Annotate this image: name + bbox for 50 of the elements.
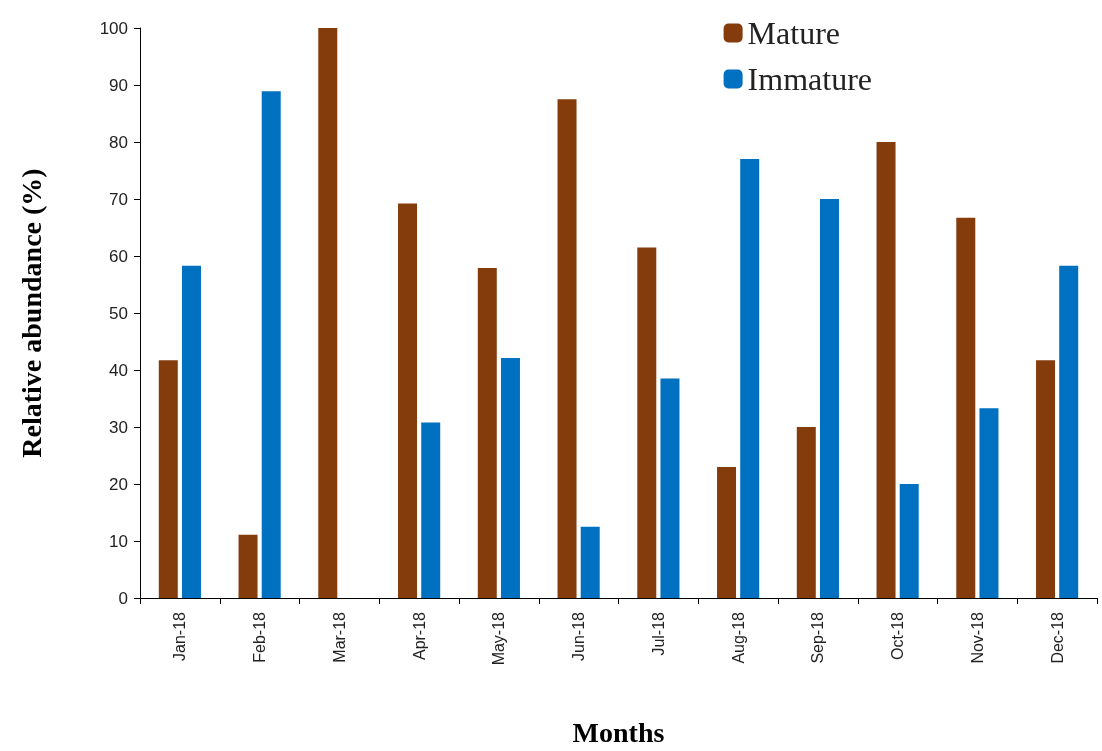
x-tick-label: Aug-18 xyxy=(729,611,747,664)
bar xyxy=(261,91,281,598)
bar xyxy=(318,28,338,598)
y-tick-label: 20 xyxy=(109,474,128,494)
bar xyxy=(1036,360,1056,598)
bar xyxy=(398,203,418,598)
bar xyxy=(1059,265,1079,598)
x-tick-label: Dec-18 xyxy=(1048,611,1066,664)
y-axis-title: Relative abundance (%) xyxy=(15,168,47,458)
bar xyxy=(580,526,600,598)
x-axis-title: Months xyxy=(572,716,665,748)
bar xyxy=(876,142,896,598)
x-tick-label: Jul-18 xyxy=(649,611,667,656)
bar xyxy=(660,378,680,598)
bar xyxy=(819,199,839,598)
x-tick-label: Mar-18 xyxy=(330,611,348,663)
y-tick-label: 0 xyxy=(118,588,128,608)
x-tick-label: Sep-18 xyxy=(809,611,827,664)
bar xyxy=(899,484,919,598)
bar xyxy=(717,466,737,598)
bar xyxy=(557,99,577,598)
y-tick-label: 10 xyxy=(109,531,128,551)
bar xyxy=(477,267,497,598)
bar xyxy=(158,360,178,598)
bar xyxy=(637,247,657,598)
y-tick-label: 30 xyxy=(109,417,128,437)
x-tick-label: Feb-18 xyxy=(251,611,269,663)
y-tick-label: 70 xyxy=(109,189,128,209)
bar xyxy=(740,159,760,598)
x-tick-label: Oct-18 xyxy=(889,611,907,661)
bar xyxy=(181,265,201,598)
bar xyxy=(979,408,999,598)
legend-label: Mature xyxy=(747,15,841,51)
bar xyxy=(500,358,520,598)
y-tick-label: 60 xyxy=(109,246,128,266)
x-tick-label: Nov-18 xyxy=(968,611,986,664)
bar xyxy=(238,534,258,598)
x-tick-label: Jun-18 xyxy=(570,611,588,661)
legend-label: Immature xyxy=(747,61,872,97)
x-tick-label: Apr-18 xyxy=(410,611,428,661)
y-tick-label: 40 xyxy=(109,360,128,380)
bar xyxy=(956,217,976,598)
y-tick-label: 100 xyxy=(99,18,128,38)
y-tick-label: 80 xyxy=(109,132,128,152)
y-tick-label: 50 xyxy=(109,303,128,323)
x-tick-label: May-18 xyxy=(490,611,508,666)
y-tick-label: 90 xyxy=(109,75,128,95)
bar xyxy=(796,427,816,598)
x-tick-label: Jan-18 xyxy=(171,611,189,661)
bar xyxy=(421,422,441,598)
